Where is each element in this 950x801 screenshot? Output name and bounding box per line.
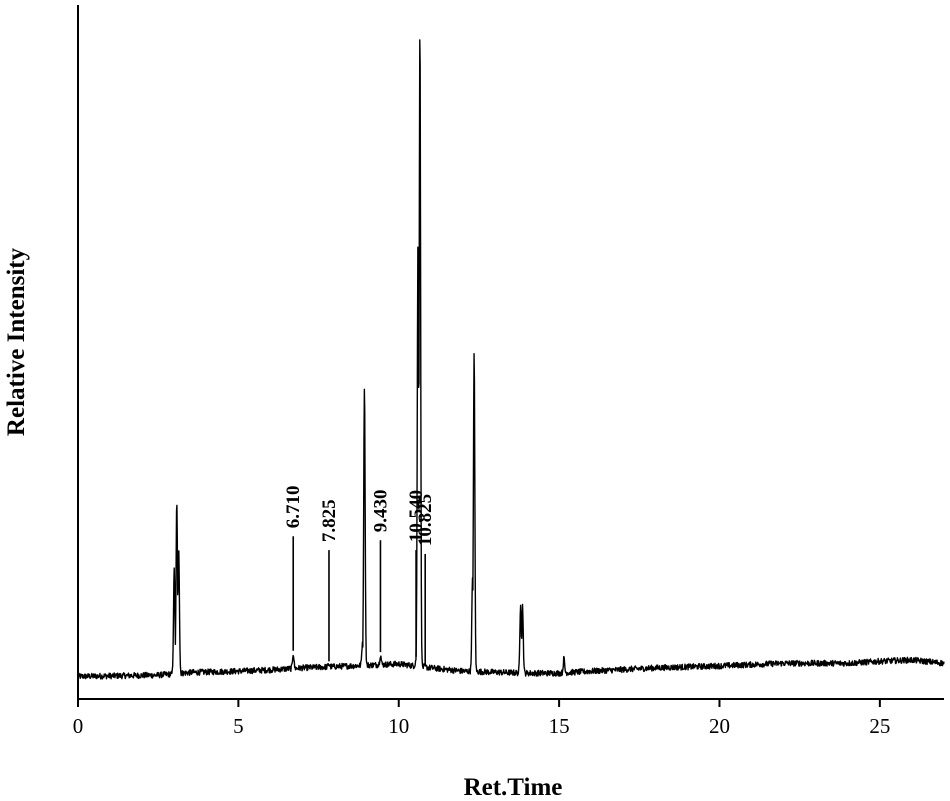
x-tick-label: 10 [388,714,409,738]
x-tick-label: 5 [233,714,244,738]
peak-annotation-label: 7.825 [319,499,340,542]
x-axis-ticks: 0 5 10 15 20 25 [73,699,890,738]
y-axis-title: Relative Intensity [3,247,30,436]
peak-annotation-label: 6.710 [283,486,304,529]
chromatogram-trace [77,39,945,680]
x-tick-label: 15 [549,714,570,738]
x-tick-label: 25 [869,714,890,738]
x-tick-label: 0 [73,714,84,738]
x-tick-label: 20 [709,714,730,738]
peak-annotation-label: 10.540 [406,490,427,542]
peak-annotation-label: 9.430 [370,489,391,532]
peak-annotation-label: 10.825 [415,494,436,546]
x-axis-title: Ret.Time [464,774,563,801]
